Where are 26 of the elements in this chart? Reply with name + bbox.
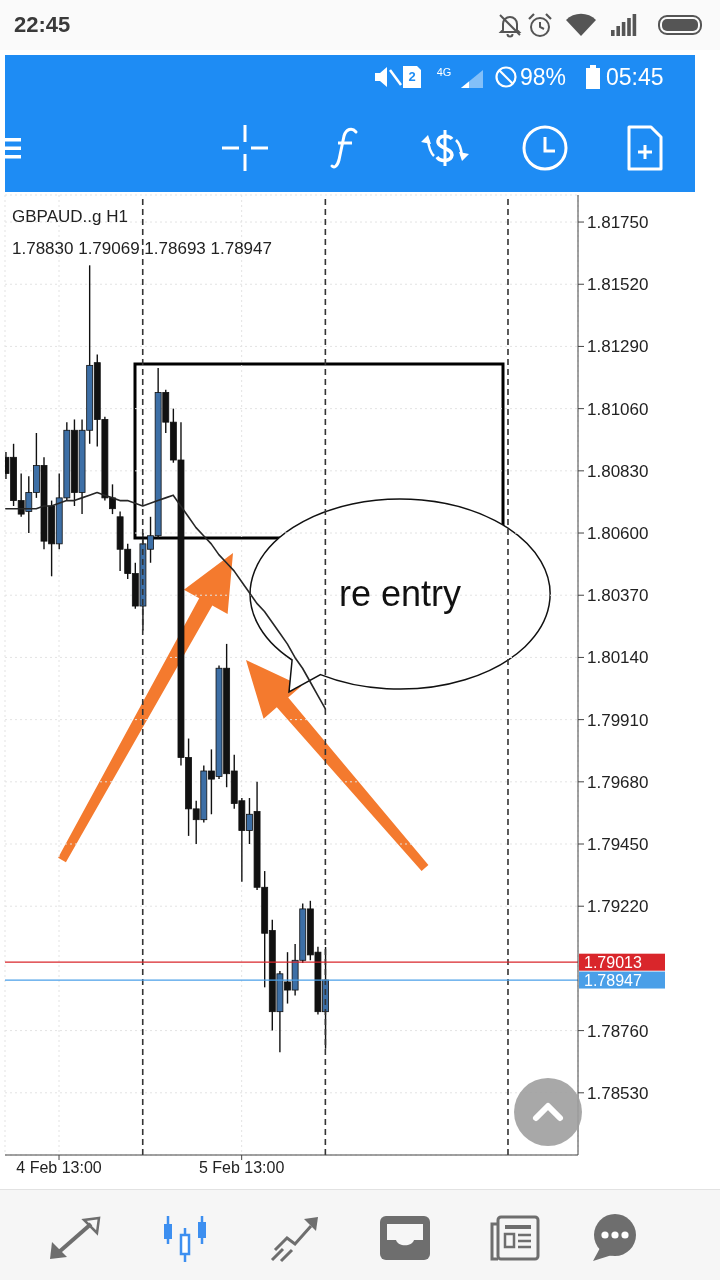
y-tick-label: 1.80830 <box>587 461 649 481</box>
x-tick-label: 5 Feb 13:00 <box>198 1159 285 1177</box>
ref-line-label: 1.79013 <box>584 953 642 971</box>
y-tick-label: 1.79220 <box>587 897 649 917</box>
y-tick-label: 1.81750 <box>587 213 649 233</box>
y-tick-label: 1.81060 <box>587 399 649 419</box>
line-series <box>5 491 327 710</box>
y-tick-label: 1.79680 <box>587 772 649 792</box>
y-tick-label: 1.79910 <box>587 710 649 730</box>
text: 22:45 <box>14 12 71 38</box>
annotation: re entry <box>337 573 462 614</box>
y-tick-label: 1.78760 <box>587 1021 649 1041</box>
text: 05:45 <box>606 64 664 90</box>
y-tick-label: 1.78530 <box>587 1083 649 1103</box>
y-tick-label: 1.79450 <box>587 835 649 855</box>
y-tick-label: 1.80370 <box>587 586 649 606</box>
text: 4G <box>435 66 453 79</box>
x-tick-label: 4 Feb 13:00 <box>16 1159 102 1177</box>
ref-line-label: 1.78947 <box>584 971 642 989</box>
y-tick-label: 1.80140 <box>587 648 649 668</box>
y-tick-label: 1.81290 <box>587 337 649 357</box>
text: 1.78830 1.79069 1.78693 1.78947 <box>12 238 272 260</box>
y-tick-label: 1.80600 <box>587 524 649 544</box>
y-tick-label: 1.81520 <box>587 275 649 295</box>
text: 98% <box>520 64 567 90</box>
text: GBPAUD..g H1 <box>12 206 128 228</box>
